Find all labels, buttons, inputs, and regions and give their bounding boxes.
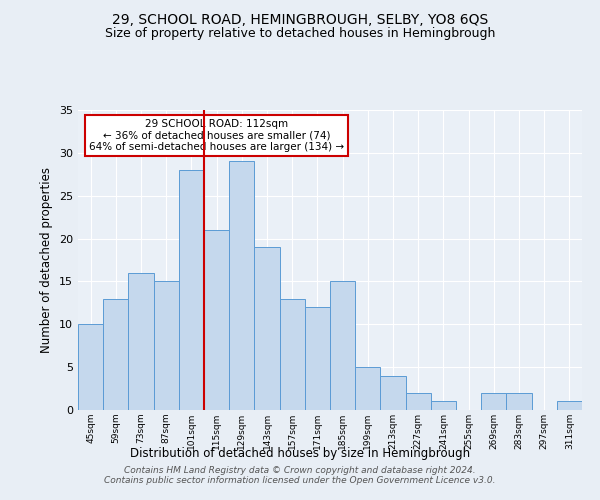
Bar [154, 282, 179, 410]
Bar [229, 162, 254, 410]
Bar [481, 393, 506, 410]
Bar [506, 393, 532, 410]
Y-axis label: Number of detached properties: Number of detached properties [40, 167, 53, 353]
Bar [280, 298, 305, 410]
Bar [103, 298, 128, 410]
Bar [557, 402, 582, 410]
Bar [406, 393, 431, 410]
Bar [128, 273, 154, 410]
Text: Contains HM Land Registry data © Crown copyright and database right 2024.
Contai: Contains HM Land Registry data © Crown c… [104, 466, 496, 485]
Bar [355, 367, 380, 410]
Text: 29 SCHOOL ROAD: 112sqm
← 36% of detached houses are smaller (74)
64% of semi-det: 29 SCHOOL ROAD: 112sqm ← 36% of detached… [89, 119, 344, 152]
Bar [78, 324, 103, 410]
Text: 29, SCHOOL ROAD, HEMINGBROUGH, SELBY, YO8 6QS: 29, SCHOOL ROAD, HEMINGBROUGH, SELBY, YO… [112, 12, 488, 26]
Text: Size of property relative to detached houses in Hemingbrough: Size of property relative to detached ho… [105, 28, 495, 40]
Bar [204, 230, 229, 410]
Bar [179, 170, 204, 410]
Bar [254, 247, 280, 410]
Bar [380, 376, 406, 410]
Bar [431, 402, 456, 410]
Bar [305, 307, 330, 410]
Bar [330, 282, 355, 410]
Text: Distribution of detached houses by size in Hemingbrough: Distribution of detached houses by size … [130, 448, 470, 460]
